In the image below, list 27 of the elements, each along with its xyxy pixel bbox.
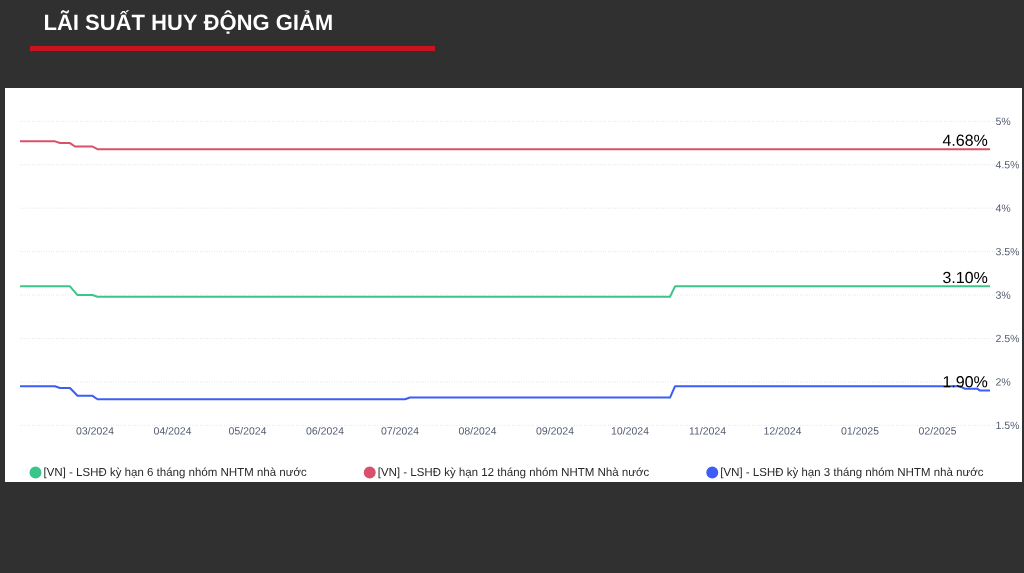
x-tick-label: 01/2025 — [841, 426, 879, 435]
annotation: 3.10% — [943, 271, 988, 284]
chart-title: LÃI SUẤT HUY ĐỘNG GIẢM — [45, 10, 332, 34]
x-tick-label: 03/2024 — [76, 426, 114, 435]
x-tick-label: 12/2024 — [764, 426, 802, 435]
y-tick-label: 5% — [995, 117, 1011, 126]
legend-label: [VN] - LSHĐ kỳ hạn 6 tháng nhóm NHTM nhà nước — [44, 467, 307, 479]
legend-label: [VN] - LSHĐ kỳ hạn 12 tháng nhóm NHTM Nhà nước — [378, 467, 649, 479]
y-tick-label: 3% — [995, 291, 1011, 299]
y-tick-label: 3.5% — [995, 247, 1020, 256]
x-tick-label: 02/2025 — [918, 426, 957, 435]
annotation: 1.90% — [943, 376, 988, 388]
x-tick-label: 05/2024 — [228, 426, 267, 435]
x-tick-label: 08/2024 — [458, 426, 497, 435]
x-tick-label: 07/2024 — [381, 426, 419, 435]
x-tick-label: 11/2024 — [689, 426, 726, 435]
y-tick-label: 2.5% — [996, 334, 1020, 343]
x-tick-label: 04/2024 — [153, 426, 192, 435]
y-tick-label: 2% — [996, 378, 1011, 386]
x-tick-label: 09/2024 — [536, 426, 574, 435]
y-tick-label: 4% — [995, 204, 1011, 212]
legend-label: [VN] - LSHĐ kỳ hạn 3 tháng nhóm NHTM nhà nước — [721, 467, 984, 479]
annotation: 4.68% — [942, 134, 988, 146]
y-tick-label: 4.5% — [995, 161, 1020, 169]
x-tick-label: 10/2024 — [611, 426, 649, 435]
x-tick-label: 06/2024 — [306, 426, 344, 435]
y-tick-label: 1.5% — [996, 421, 1020, 430]
